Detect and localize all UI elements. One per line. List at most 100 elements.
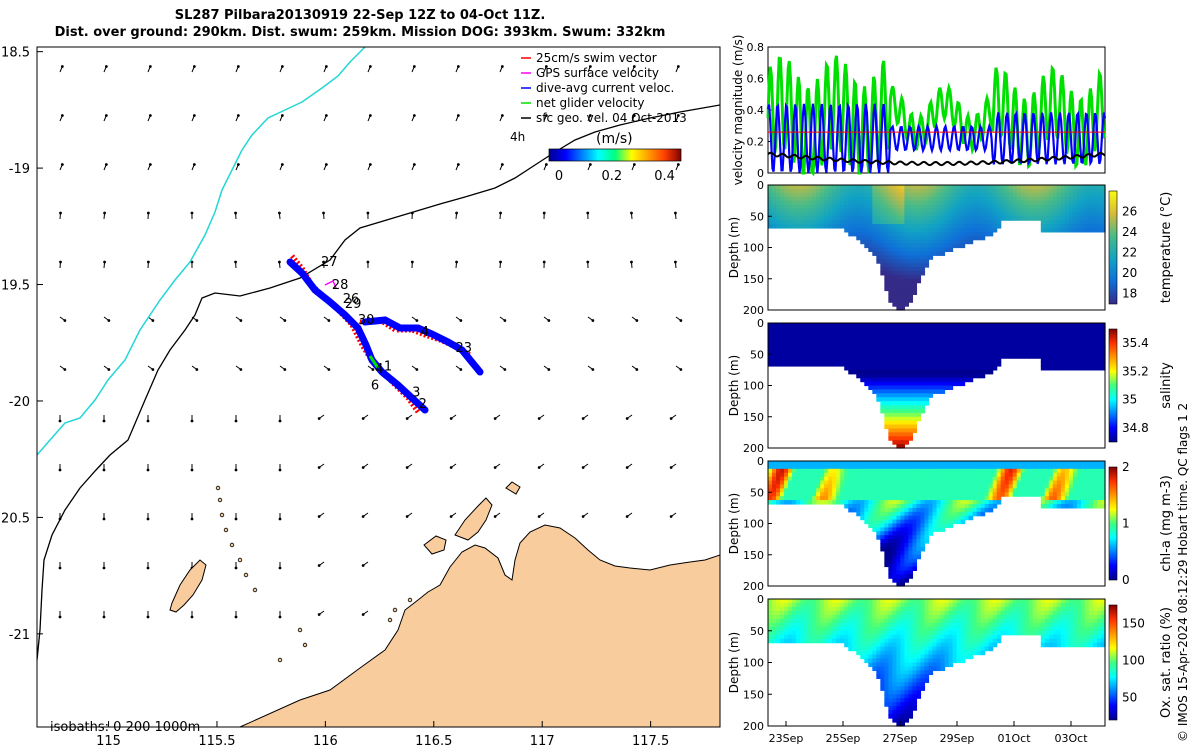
heatmap-cell (780, 330, 785, 336)
heatmap-cell (976, 511, 982, 517)
heatmap-cell (936, 519, 942, 525)
heatmap-cell (804, 599, 809, 604)
heatmap-cell (904, 515, 910, 521)
depth-tick-label: 0 (757, 179, 764, 192)
heatmap-cell (936, 251, 942, 256)
heatmap-cell (976, 480, 982, 486)
heatmap-cell (784, 326, 789, 332)
heatmap-cell (920, 519, 926, 525)
heatmap-cell (816, 220, 821, 225)
heatmap-cell (996, 192, 1002, 198)
heatmap-cell (1008, 338, 1014, 344)
heatmap-cell (884, 662, 889, 668)
heatmap-cell (892, 464, 897, 470)
heatmap-cell (868, 500, 873, 505)
heatmap-cell (912, 323, 918, 328)
heatmap-cell (1064, 346, 1070, 351)
heatmap-cell (836, 192, 841, 198)
heatmap-cell (1096, 350, 1102, 355)
heatmap-cell (924, 539, 930, 544)
heatmap-cell (832, 224, 837, 229)
heatmap-cell (940, 204, 946, 210)
heatmap-cell (928, 634, 934, 640)
heatmap-cell (924, 654, 930, 660)
heatmap-cell (792, 638, 797, 644)
heatmap-cell (984, 503, 990, 509)
heatmap-cell (932, 666, 938, 672)
heatmap-cell (888, 642, 893, 648)
heatmap-cell (1084, 200, 1090, 206)
heatmap-cell (896, 330, 901, 336)
heatmap-cell (1068, 461, 1074, 466)
heatmap-cell (868, 519, 873, 525)
heatmap-cell (884, 338, 889, 344)
heatmap-cell (812, 472, 817, 478)
heatmap-cell (932, 358, 938, 363)
heatmap-cell (1008, 204, 1014, 210)
heatmap-cell (932, 480, 938, 486)
heatmap-cell (888, 294, 893, 299)
heatmap-cell (896, 480, 901, 486)
heatmap-cell (1052, 350, 1058, 355)
heatmap-cell (968, 468, 974, 474)
heatmap-cell (1084, 472, 1090, 478)
heatmap-cell (988, 354, 994, 359)
heatmap-cell (936, 220, 942, 225)
heatmap-cell (968, 358, 974, 363)
heatmap-cell (956, 235, 962, 241)
heatmap-cell (904, 420, 910, 426)
heatmap-cell (812, 630, 817, 636)
heatmap-cell (872, 606, 877, 612)
heatmap-cell (872, 654, 877, 660)
heatmap-cell (1064, 216, 1070, 221)
heatmap-cell (888, 468, 893, 474)
heatmap-cell (888, 270, 893, 276)
heatmap-cell (844, 472, 849, 478)
heatmap-cell (956, 515, 962, 521)
heatmap-cell (944, 626, 950, 632)
heatmap-cell (856, 208, 861, 213)
heatmap-cell (896, 251, 901, 256)
heatmap-cell (916, 323, 922, 328)
heatmap-cell (896, 239, 901, 245)
heatmap-cell (944, 342, 950, 348)
heatmap-cell (804, 496, 809, 501)
heatmap-cell (788, 492, 793, 497)
heatmap-cell (924, 527, 930, 532)
heatmap-cell (968, 330, 974, 336)
heatmap-cell (796, 630, 801, 636)
heatmap-cell (944, 519, 950, 525)
heatmap-cell (896, 546, 901, 552)
heatmap-cell (888, 511, 893, 517)
heatmap-cell (1092, 323, 1098, 328)
heatmap-cell (808, 354, 813, 359)
heatmap-cell (1080, 484, 1086, 489)
heatmap-cell (940, 185, 946, 190)
heatmap-cell (808, 216, 813, 221)
heatmap-cell (960, 365, 966, 371)
heatmap-cell (900, 270, 905, 276)
heatmap-cell (1088, 334, 1094, 340)
heatmap-cell (884, 646, 889, 652)
heatmap-cell (924, 350, 930, 355)
heatmap-cell (892, 424, 897, 430)
heatmap-cell (896, 440, 901, 445)
heatmap-cell (968, 216, 974, 221)
heatmap-cell (968, 185, 974, 190)
heatmap-cell (948, 323, 954, 328)
heatmap-cell (992, 227, 998, 233)
heatmap-cell (852, 224, 857, 229)
heatmap-cell (800, 338, 805, 344)
heatmap-cell (776, 342, 781, 348)
heatmap-cell (1076, 200, 1082, 206)
heatmap-cell (772, 330, 777, 336)
heatmap-cell (1064, 188, 1070, 194)
heatmap-cell (920, 220, 926, 225)
heatmap-cell (876, 188, 881, 194)
heatmap-cell (964, 227, 970, 233)
heatmap-cell (884, 334, 889, 340)
heatmap-cell (792, 599, 797, 604)
heatmap-cell (824, 472, 829, 478)
heatmap-cell (940, 666, 946, 672)
